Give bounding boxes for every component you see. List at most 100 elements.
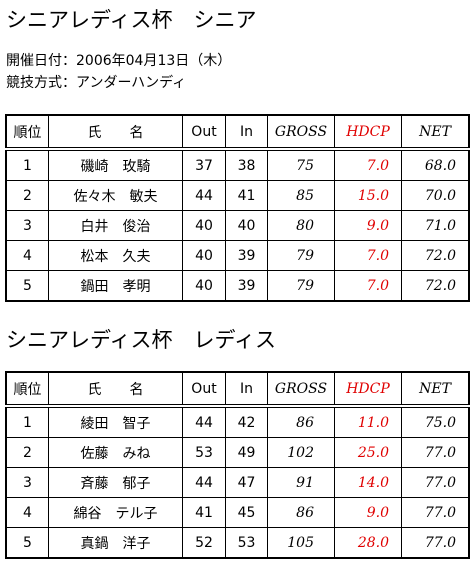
info-line: 競技方式：アンダーハンディ bbox=[6, 75, 187, 91]
results-table: 順位氏 名 Out In GROSS HDCP NET 1 綾田 智子 44 42 86 11.0 75… bbox=[5, 371, 470, 559]
cell: 白井 俊治 bbox=[48, 210, 183, 241]
cell: 9.0 bbox=[334, 497, 402, 528]
cell: 佐藤 みね bbox=[48, 437, 183, 468]
cell: 86 bbox=[267, 405, 335, 438]
cell: 7.0 bbox=[334, 148, 402, 181]
header-cell: In bbox=[225, 371, 268, 408]
header-cell: GROSS bbox=[267, 371, 335, 408]
row: 1 綾田 智子 44 42 86 11.0 75.0 bbox=[5, 405, 470, 438]
header-cell: In bbox=[225, 114, 268, 151]
cell: 53 bbox=[182, 437, 226, 468]
cell: 41 bbox=[225, 180, 268, 211]
cell: 77.0 bbox=[401, 497, 470, 528]
row: 4 綿谷 テル子 41 45 86 9.0 77.0 bbox=[5, 497, 470, 528]
cell: 5 bbox=[5, 270, 49, 302]
row: 3 斉藤 郁子 44 47 91 14.0 77.0 bbox=[5, 467, 470, 498]
cell: 5 bbox=[5, 527, 49, 559]
cell: 37 bbox=[182, 148, 226, 181]
cell: 80 bbox=[267, 210, 335, 241]
cell: 77.0 bbox=[401, 437, 470, 468]
cell: 45 bbox=[225, 497, 268, 528]
cell: 40 bbox=[225, 210, 268, 241]
cell: 52 bbox=[182, 527, 226, 559]
cell: 2 bbox=[5, 180, 49, 211]
cell: 49 bbox=[225, 437, 268, 468]
cell: 40 bbox=[182, 240, 226, 271]
cell: 斉藤 郁子 bbox=[48, 467, 183, 498]
cell: 75 bbox=[267, 148, 335, 181]
section-title: シニアレディス杯 レディス bbox=[6, 328, 277, 352]
cell: 3 bbox=[5, 467, 49, 498]
cell: 磯崎 玫騎 bbox=[48, 148, 183, 181]
header-cell: 氏 名 bbox=[48, 114, 183, 151]
cell: 1 bbox=[5, 405, 49, 438]
cell: 75.0 bbox=[401, 405, 470, 438]
cell: 42 bbox=[225, 405, 268, 438]
cell: 40 bbox=[182, 210, 226, 241]
cell: 77.0 bbox=[401, 527, 470, 559]
cell: 91 bbox=[267, 467, 335, 498]
cell: 40 bbox=[182, 270, 226, 302]
section-title: シニアレディス杯 シニア bbox=[6, 8, 257, 32]
cell: 38 bbox=[225, 148, 268, 181]
cell: 7.0 bbox=[334, 270, 402, 302]
row: 2 佐々木 敏夫 44 41 85 15.0 70.0 bbox=[5, 180, 470, 211]
cell: 真鍋 洋子 bbox=[48, 527, 183, 559]
row: 1 磯崎 玫騎 37 38 75 7.0 68.0 bbox=[5, 148, 470, 181]
cell: 松本 久夫 bbox=[48, 240, 183, 271]
cell: 15.0 bbox=[334, 180, 402, 211]
row: 5 真鍋 洋子 52 53 105 28.0 77.0 bbox=[5, 527, 470, 559]
cell: 4 bbox=[5, 497, 49, 528]
cell: 102 bbox=[267, 437, 335, 468]
cell: 53 bbox=[225, 527, 268, 559]
cell: 68.0 bbox=[401, 148, 470, 181]
row: 3 白井 俊治 40 40 80 9.0 71.0 bbox=[5, 210, 470, 241]
cell: 44 bbox=[182, 405, 226, 438]
cell: 14.0 bbox=[334, 467, 402, 498]
info-line: 開催日付：2006年04月13日（木） bbox=[6, 53, 232, 69]
cell: 28.0 bbox=[334, 527, 402, 559]
cell: 105 bbox=[267, 527, 335, 559]
cell: 綿谷 テル子 bbox=[48, 497, 183, 528]
header-cell: HDCP bbox=[334, 114, 402, 151]
cell: 鍋田 孝明 bbox=[48, 270, 183, 302]
cell: 7.0 bbox=[334, 240, 402, 271]
cell: 72.0 bbox=[401, 270, 470, 302]
header-cell: NET bbox=[401, 114, 470, 151]
cell: 44 bbox=[182, 467, 226, 498]
cell: 1 bbox=[5, 148, 49, 181]
cell: 47 bbox=[225, 467, 268, 498]
cell: 44 bbox=[182, 180, 226, 211]
header-cell: 氏 名 bbox=[48, 371, 183, 408]
row: 2 佐藤 みね 53 49 102 25.0 77.0 bbox=[5, 437, 470, 468]
results-table: 順位氏 名 Out In GROSS HDCP NET 1 磯崎 玫騎 37 38 75 7.0 68.… bbox=[5, 114, 470, 302]
cell: 72.0 bbox=[401, 240, 470, 271]
cell: 25.0 bbox=[334, 437, 402, 468]
cell: 85 bbox=[267, 180, 335, 211]
cell: 11.0 bbox=[334, 405, 402, 438]
header-cell: HDCP bbox=[334, 371, 402, 408]
header-cell: 順位 bbox=[5, 371, 49, 408]
cell: 39 bbox=[225, 240, 268, 271]
cell: 39 bbox=[225, 270, 268, 302]
header-cell: Out bbox=[182, 114, 226, 151]
header-cell: Out bbox=[182, 371, 226, 408]
cell: 79 bbox=[267, 240, 335, 271]
cell: 86 bbox=[267, 497, 335, 528]
cell: 79 bbox=[267, 270, 335, 302]
cell: 綾田 智子 bbox=[48, 405, 183, 438]
cell: 70.0 bbox=[401, 180, 470, 211]
row: 5 鍋田 孝明 40 39 79 7.0 72.0 bbox=[5, 270, 470, 302]
cell: 3 bbox=[5, 210, 49, 241]
cell: 77.0 bbox=[401, 467, 470, 498]
header-cell: 順位 bbox=[5, 114, 49, 151]
cell: 佐々木 敏夫 bbox=[48, 180, 183, 211]
header-cell: GROSS bbox=[267, 114, 335, 151]
header-row: 順位氏 名 Out In GROSS HDCP NET bbox=[5, 114, 470, 151]
header-row: 順位氏 名 Out In GROSS HDCP NET bbox=[5, 371, 470, 408]
cell: 2 bbox=[5, 437, 49, 468]
cell: 41 bbox=[182, 497, 226, 528]
cell: 9.0 bbox=[334, 210, 402, 241]
cell: 71.0 bbox=[401, 210, 470, 241]
